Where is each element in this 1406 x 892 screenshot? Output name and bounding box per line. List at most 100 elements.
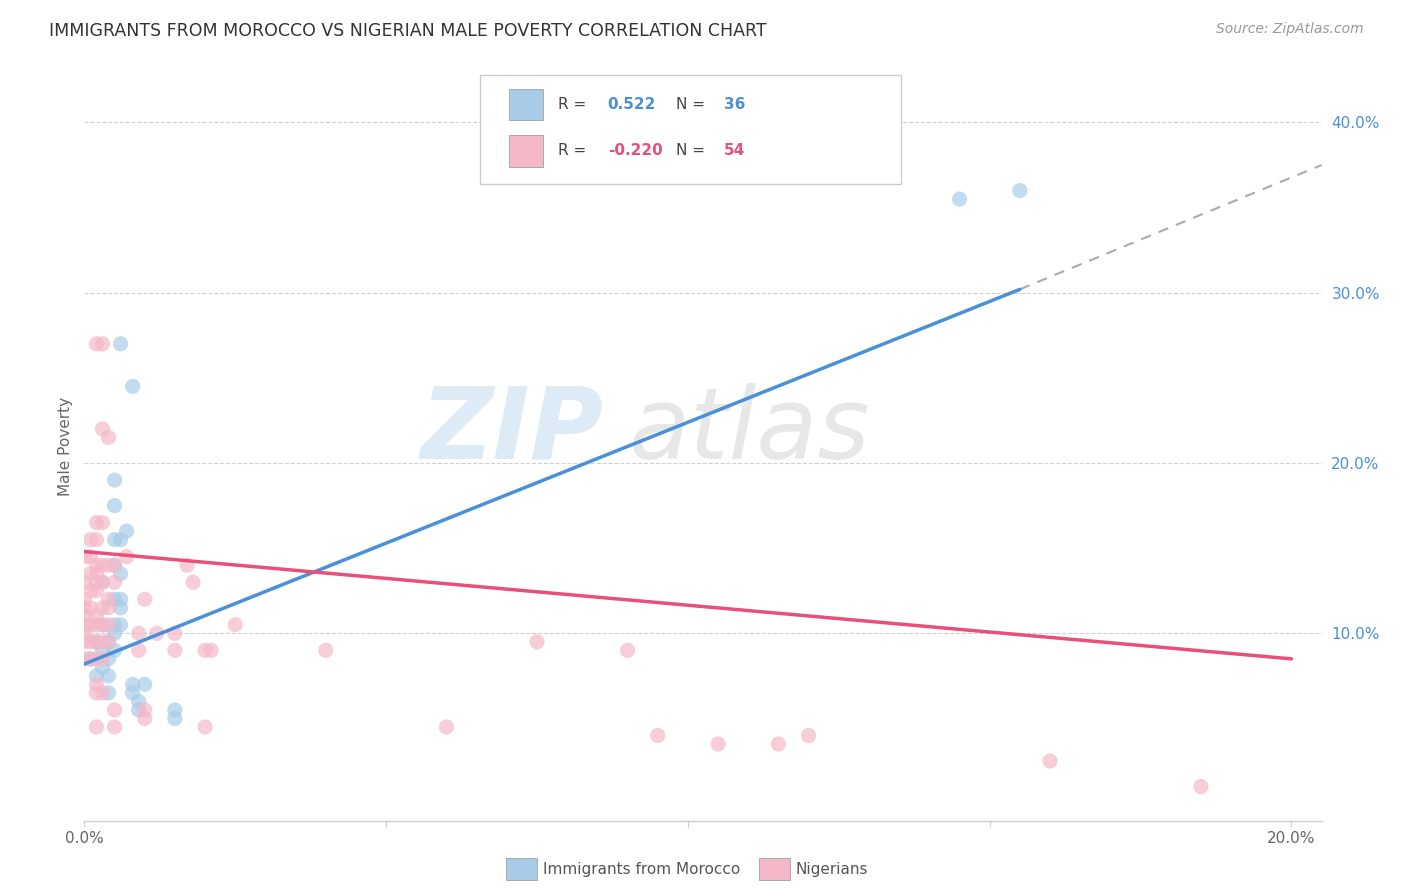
Point: [86, 652, 108, 666]
Point: [134, 711, 156, 725]
Point: [79, 600, 101, 615]
Text: N =: N =: [676, 97, 710, 112]
Text: 54: 54: [724, 144, 745, 158]
Point: [110, 336, 132, 351]
Point: [1189, 780, 1212, 794]
Point: [103, 626, 125, 640]
Point: [134, 677, 156, 691]
Point: [79, 533, 101, 547]
Point: [616, 643, 638, 657]
Point: [91, 617, 114, 632]
Point: [647, 729, 669, 743]
Point: [73, 549, 96, 564]
Point: [121, 677, 143, 691]
Point: [436, 720, 458, 734]
Point: [134, 703, 156, 717]
Point: [86, 558, 108, 573]
Point: [110, 617, 132, 632]
Point: [97, 558, 120, 573]
Point: [79, 566, 101, 581]
Point: [97, 600, 120, 615]
Point: [163, 703, 186, 717]
Point: [707, 737, 730, 751]
Point: [91, 558, 114, 573]
Point: [86, 635, 108, 649]
Point: [526, 635, 548, 649]
Point: [163, 643, 186, 657]
Point: [103, 575, 125, 590]
Point: [1008, 184, 1031, 198]
Point: [79, 652, 101, 666]
Point: [115, 524, 138, 538]
Point: [86, 566, 108, 581]
Point: [73, 635, 96, 649]
Point: [121, 686, 143, 700]
Point: [91, 336, 114, 351]
Point: [79, 652, 101, 666]
Point: [91, 600, 114, 615]
Point: [134, 592, 156, 607]
Point: [73, 592, 96, 607]
Point: [194, 720, 217, 734]
Text: R =: R =: [558, 97, 592, 112]
Point: [97, 635, 120, 649]
Text: atlas: atlas: [628, 383, 870, 480]
Point: [797, 729, 820, 743]
Point: [97, 652, 120, 666]
Point: [91, 617, 114, 632]
Point: [194, 643, 217, 657]
Point: [79, 617, 101, 632]
Point: [128, 626, 150, 640]
Point: [103, 643, 125, 657]
Point: [97, 617, 120, 632]
Point: [103, 499, 125, 513]
Point: [91, 575, 114, 590]
Point: [128, 694, 150, 708]
Point: [79, 549, 101, 564]
Point: [73, 617, 96, 632]
Text: Nigerians: Nigerians: [796, 863, 869, 877]
Point: [110, 533, 132, 547]
Point: [79, 635, 101, 649]
Point: [200, 643, 222, 657]
Text: -0.220: -0.220: [607, 144, 662, 158]
Point: [181, 575, 204, 590]
Point: [86, 583, 108, 598]
Point: [73, 626, 96, 640]
Point: [103, 558, 125, 573]
Point: [86, 720, 108, 734]
Text: 36: 36: [724, 97, 745, 112]
Point: [97, 592, 120, 607]
Point: [103, 592, 125, 607]
Point: [103, 473, 125, 487]
Point: [91, 660, 114, 674]
Point: [1039, 754, 1062, 768]
Point: [86, 677, 108, 691]
Point: [121, 379, 143, 393]
Point: [128, 703, 150, 717]
Point: [146, 626, 169, 640]
Point: [224, 617, 246, 632]
Point: [103, 617, 125, 632]
Point: [110, 600, 132, 615]
Point: [91, 652, 114, 666]
Y-axis label: Male Poverty: Male Poverty: [58, 396, 73, 496]
Point: [91, 516, 114, 530]
Point: [86, 336, 108, 351]
Point: [91, 643, 114, 657]
Point: [97, 669, 120, 683]
Text: Source: ZipAtlas.com: Source: ZipAtlas.com: [1216, 22, 1364, 37]
Text: N =: N =: [676, 144, 710, 158]
Point: [103, 703, 125, 717]
Point: [97, 430, 120, 444]
Point: [73, 600, 96, 615]
Point: [110, 566, 132, 581]
Point: [79, 583, 101, 598]
Text: Immigrants from Morocco: Immigrants from Morocco: [543, 863, 740, 877]
Point: [91, 575, 114, 590]
Point: [91, 635, 114, 649]
Point: [128, 643, 150, 657]
Point: [103, 558, 125, 573]
Point: [86, 609, 108, 624]
Point: [97, 635, 120, 649]
